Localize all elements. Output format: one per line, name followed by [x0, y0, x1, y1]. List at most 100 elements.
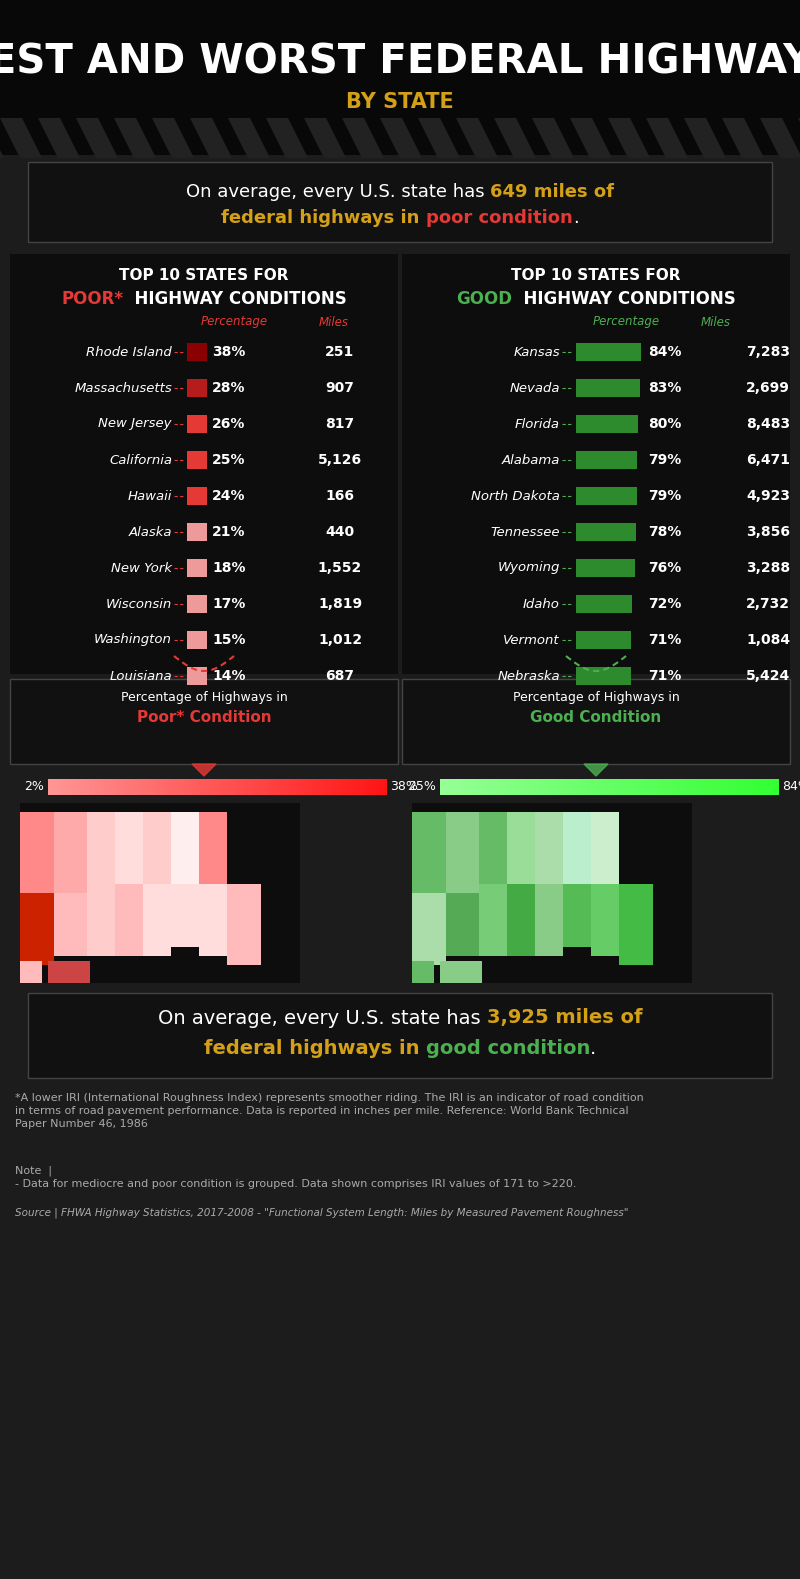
Bar: [83, 778, 86, 794]
Bar: [170, 778, 172, 794]
Bar: [765, 778, 766, 794]
Bar: [185, 778, 187, 794]
Bar: [639, 778, 642, 794]
Bar: [382, 778, 385, 794]
Bar: [367, 778, 370, 794]
Bar: [187, 415, 207, 433]
Bar: [156, 778, 158, 794]
Bar: [54, 894, 87, 955]
Text: Percentage: Percentage: [593, 316, 659, 328]
Polygon shape: [266, 118, 308, 158]
Bar: [543, 778, 546, 794]
Bar: [576, 486, 637, 505]
Bar: [28, 163, 772, 242]
Bar: [619, 884, 653, 965]
Bar: [516, 778, 518, 794]
Bar: [294, 778, 297, 794]
Bar: [278, 778, 280, 794]
Polygon shape: [722, 118, 764, 158]
Bar: [498, 778, 500, 794]
Bar: [89, 778, 90, 794]
Bar: [122, 778, 125, 794]
Bar: [171, 812, 199, 884]
Bar: [251, 778, 253, 794]
Bar: [314, 778, 315, 794]
Bar: [366, 778, 368, 794]
Bar: [246, 778, 248, 794]
Bar: [187, 379, 207, 396]
Text: *A lower IRI (International Roughness Index) represents smoother riding. The IRI: *A lower IRI (International Roughness In…: [15, 1093, 644, 1129]
Text: On average, every U.S. state has: On average, every U.S. state has: [186, 183, 490, 201]
Bar: [261, 778, 263, 794]
Bar: [576, 343, 641, 362]
Bar: [594, 778, 596, 794]
Text: 3,856: 3,856: [746, 524, 790, 538]
Bar: [474, 778, 476, 794]
Bar: [162, 778, 163, 794]
Bar: [774, 778, 777, 794]
Bar: [766, 778, 768, 794]
Bar: [754, 778, 757, 794]
Bar: [220, 778, 222, 794]
Bar: [323, 778, 326, 794]
Text: federal highways in: federal highways in: [203, 1039, 426, 1058]
Bar: [610, 778, 613, 794]
Bar: [249, 778, 251, 794]
Bar: [727, 778, 730, 794]
Text: Hawaii: Hawaii: [128, 489, 172, 502]
Text: Alabama: Alabama: [502, 453, 560, 466]
Text: Percentage of Highways in: Percentage of Highways in: [121, 690, 287, 704]
Bar: [440, 778, 442, 794]
Bar: [370, 778, 373, 794]
Bar: [158, 778, 160, 794]
Bar: [199, 884, 227, 955]
Bar: [121, 778, 123, 794]
Bar: [729, 778, 731, 794]
Bar: [344, 778, 346, 794]
Bar: [325, 778, 327, 794]
Bar: [694, 778, 696, 794]
Bar: [658, 778, 660, 794]
Bar: [133, 778, 134, 794]
Text: New York: New York: [111, 562, 172, 575]
Text: .: .: [590, 1039, 597, 1058]
Bar: [614, 778, 616, 794]
Bar: [187, 523, 207, 542]
Bar: [256, 778, 258, 794]
Bar: [247, 778, 250, 794]
Text: Percentage of Highways in: Percentage of Highways in: [513, 690, 679, 704]
Bar: [335, 778, 338, 794]
Text: 1,012: 1,012: [318, 633, 362, 647]
Bar: [197, 778, 199, 794]
Polygon shape: [0, 118, 42, 158]
Text: BEST AND WORST FEDERAL HIGHWAYS: BEST AND WORST FEDERAL HIGHWAYS: [0, 43, 800, 82]
Bar: [60, 778, 62, 794]
Bar: [312, 778, 314, 794]
Bar: [342, 778, 344, 794]
Bar: [254, 778, 256, 794]
Bar: [340, 778, 342, 794]
Bar: [690, 778, 692, 794]
Text: Idaho: Idaho: [523, 597, 560, 611]
Bar: [171, 778, 174, 794]
Bar: [576, 452, 637, 469]
Bar: [48, 778, 50, 794]
Bar: [715, 778, 718, 794]
Text: 25%: 25%: [212, 453, 246, 467]
Bar: [670, 778, 672, 794]
Bar: [241, 778, 243, 794]
Bar: [28, 993, 772, 1078]
Polygon shape: [152, 118, 194, 158]
Bar: [253, 778, 254, 794]
Text: Miles: Miles: [701, 316, 731, 328]
Bar: [100, 778, 102, 794]
Bar: [355, 778, 358, 794]
Bar: [276, 778, 278, 794]
Bar: [440, 962, 482, 984]
Text: Nevada: Nevada: [510, 382, 560, 395]
Bar: [710, 778, 713, 794]
Text: North Dakota: North Dakota: [471, 489, 560, 502]
Bar: [66, 778, 69, 794]
Bar: [136, 778, 138, 794]
Bar: [166, 778, 169, 794]
